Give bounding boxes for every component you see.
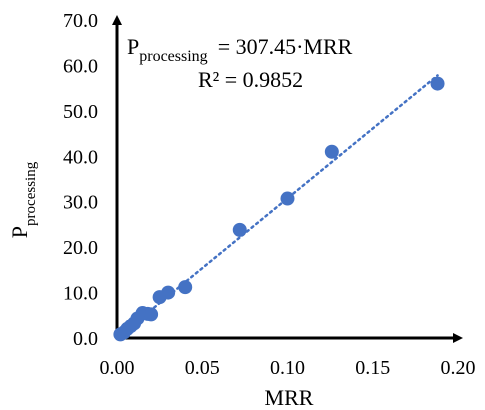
y-tick-label: 30.0 [63, 192, 98, 214]
y-tick-label: 40.0 [63, 146, 98, 168]
x-tick-label: 0.00 [100, 357, 135, 379]
y-tick-label: 60.0 [63, 55, 98, 77]
data-point [144, 307, 159, 322]
x-tick-label: 0.05 [185, 357, 220, 379]
data-point [161, 285, 176, 300]
y-tick-label: 0.0 [73, 328, 98, 350]
data-point [232, 222, 247, 237]
x-tick-label: 0.10 [270, 357, 305, 379]
equation-label: Pprocessing = 307.45·MRR [127, 34, 353, 65]
data-points [113, 76, 445, 342]
data-point [324, 144, 339, 159]
y-tick-label: 10.0 [63, 283, 98, 305]
y-tick-label: 20.0 [63, 237, 98, 259]
data-point [280, 191, 295, 206]
y-tick-labels: 0.0 10.0 20.0 30.0 40.0 50.0 60.0 70.0 [63, 10, 98, 350]
y-tick-label: 50.0 [63, 101, 98, 123]
data-point [430, 76, 445, 91]
y-axis-title: Pprocessing [7, 161, 39, 238]
x-tick-label: 0.15 [355, 357, 390, 379]
data-point [178, 280, 193, 295]
x-tick-label: 0.20 [441, 357, 476, 379]
x-tick-labels: 0.00 0.05 0.10 0.15 0.20 [100, 357, 476, 379]
x-axis-title: MRR [265, 385, 314, 410]
y-tick-label: 70.0 [63, 10, 98, 32]
r-squared-label: R² = 0.9852 [198, 67, 303, 92]
